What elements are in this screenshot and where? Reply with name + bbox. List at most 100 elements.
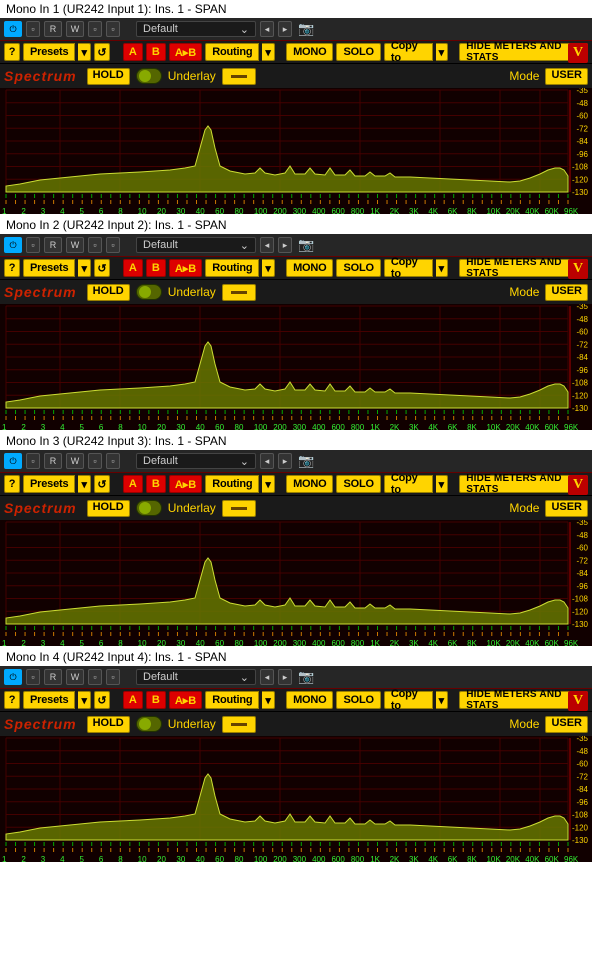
routing-button[interactable]: Routing	[205, 475, 259, 493]
underlay-style[interactable]	[222, 284, 256, 301]
underlay-toggle[interactable]	[136, 500, 162, 516]
mono-button[interactable]: MONO	[286, 691, 333, 709]
atob-button[interactable]: A▸B	[169, 259, 202, 277]
user-mode-button[interactable]: USER	[545, 500, 588, 517]
undo-button[interactable]: ↺	[94, 43, 110, 61]
host-btn-2[interactable]: ▫	[88, 21, 102, 37]
read-button[interactable]: R	[44, 453, 62, 469]
preset-prev[interactable]: ◂	[260, 453, 274, 469]
b-button[interactable]: B	[146, 259, 166, 277]
snapshot-icon[interactable]: 📷	[298, 237, 314, 253]
help-button[interactable]: ?	[4, 259, 20, 277]
power-button[interactable]: ⏻	[4, 237, 22, 253]
routing-button[interactable]: Routing	[205, 691, 259, 709]
spectrum-display[interactable]: -35-48-60-72-84-96-108-120-1301234568102…	[0, 520, 592, 646]
solo-button[interactable]: SOLO	[336, 691, 380, 709]
a-button[interactable]: A	[123, 43, 143, 61]
underlay-toggle[interactable]	[136, 68, 162, 84]
host-btn-3[interactable]: ▫	[106, 21, 120, 37]
underlay-toggle[interactable]	[136, 716, 162, 732]
snapshot-icon[interactable]: 📷	[298, 669, 314, 685]
a-button[interactable]: A	[123, 259, 143, 277]
write-button[interactable]: W	[66, 453, 84, 469]
host-btn-2[interactable]: ▫	[88, 453, 102, 469]
copyto-button[interactable]: Copy to	[384, 43, 433, 61]
preset-prev[interactable]: ◂	[260, 237, 274, 253]
power-button[interactable]: ⏻	[4, 453, 22, 469]
presets-menu[interactable]: ▾	[78, 259, 90, 277]
presets-button[interactable]: Presets	[23, 259, 75, 277]
solo-button[interactable]: SOLO	[336, 259, 380, 277]
snapshot-icon[interactable]: 📷	[298, 21, 314, 37]
solo-button[interactable]: SOLO	[336, 43, 380, 61]
host-btn-3[interactable]: ▫	[106, 669, 120, 685]
spectrum-display[interactable]: -35-48-60-72-84-96-108-120-1301234568102…	[0, 736, 592, 862]
b-button[interactable]: B	[146, 43, 166, 61]
routing-menu[interactable]: ▾	[262, 259, 274, 277]
undo-button[interactable]: ↺	[94, 475, 110, 493]
mono-button[interactable]: MONO	[286, 43, 333, 61]
undo-button[interactable]: ↺	[94, 259, 110, 277]
user-mode-button[interactable]: USER	[545, 716, 588, 733]
preset-selector[interactable]: Default ⌄	[136, 21, 256, 37]
solo-button[interactable]: SOLO	[336, 475, 380, 493]
copyto-menu[interactable]: ▾	[436, 259, 448, 277]
write-button[interactable]: W	[66, 669, 84, 685]
preset-next[interactable]: ▸	[278, 669, 292, 685]
read-button[interactable]: R	[44, 237, 62, 253]
preset-next[interactable]: ▸	[278, 21, 292, 37]
preset-next[interactable]: ▸	[278, 237, 292, 253]
copyto-button[interactable]: Copy to	[384, 259, 433, 277]
underlay-toggle[interactable]	[136, 284, 162, 300]
copyto-menu[interactable]: ▾	[436, 691, 448, 709]
underlay-style[interactable]	[222, 500, 256, 517]
host-btn-1[interactable]: ▫	[26, 669, 40, 685]
presets-menu[interactable]: ▾	[78, 43, 90, 61]
copyto-menu[interactable]: ▾	[436, 475, 448, 493]
copyto-button[interactable]: Copy to	[384, 691, 433, 709]
power-button[interactable]: ⏻	[4, 669, 22, 685]
read-button[interactable]: R	[44, 21, 62, 37]
atob-button[interactable]: A▸B	[169, 691, 202, 709]
help-button[interactable]: ?	[4, 475, 20, 493]
b-button[interactable]: B	[146, 475, 166, 493]
host-btn-1[interactable]: ▫	[26, 453, 40, 469]
user-mode-button[interactable]: USER	[545, 284, 588, 301]
preset-selector[interactable]: Default ⌄	[136, 669, 256, 685]
routing-button[interactable]: Routing	[205, 259, 259, 277]
undo-button[interactable]: ↺	[94, 691, 110, 709]
host-btn-3[interactable]: ▫	[106, 453, 120, 469]
hold-button[interactable]: HOLD	[87, 284, 130, 301]
copyto-menu[interactable]: ▾	[436, 43, 448, 61]
atob-button[interactable]: A▸B	[169, 43, 202, 61]
host-btn-1[interactable]: ▫	[26, 237, 40, 253]
read-button[interactable]: R	[44, 669, 62, 685]
a-button[interactable]: A	[123, 475, 143, 493]
user-mode-button[interactable]: USER	[545, 68, 588, 85]
routing-menu[interactable]: ▾	[262, 43, 274, 61]
atob-button[interactable]: A▸B	[169, 475, 202, 493]
host-btn-3[interactable]: ▫	[106, 237, 120, 253]
preset-prev[interactable]: ◂	[260, 669, 274, 685]
presets-button[interactable]: Presets	[23, 43, 75, 61]
hold-button[interactable]: HOLD	[87, 716, 130, 733]
presets-button[interactable]: Presets	[23, 475, 75, 493]
preset-next[interactable]: ▸	[278, 453, 292, 469]
presets-button[interactable]: Presets	[23, 691, 75, 709]
preset-selector[interactable]: Default ⌄	[136, 237, 256, 253]
routing-button[interactable]: Routing	[205, 43, 259, 61]
preset-prev[interactable]: ◂	[260, 21, 274, 37]
help-button[interactable]: ?	[4, 43, 20, 61]
a-button[interactable]: A	[123, 691, 143, 709]
presets-menu[interactable]: ▾	[78, 475, 90, 493]
host-btn-1[interactable]: ▫	[26, 21, 40, 37]
routing-menu[interactable]: ▾	[262, 475, 274, 493]
hold-button[interactable]: HOLD	[87, 68, 130, 85]
spectrum-display[interactable]: -35-48-60-72-84-96-108-120-1301234568102…	[0, 304, 592, 430]
presets-menu[interactable]: ▾	[78, 691, 90, 709]
write-button[interactable]: W	[66, 21, 84, 37]
copyto-button[interactable]: Copy to	[384, 475, 433, 493]
host-btn-2[interactable]: ▫	[88, 669, 102, 685]
spectrum-display[interactable]: -35-48-60-72-84-96-108-120-1301234568102…	[0, 88, 592, 214]
power-button[interactable]: ⏻	[4, 21, 22, 37]
